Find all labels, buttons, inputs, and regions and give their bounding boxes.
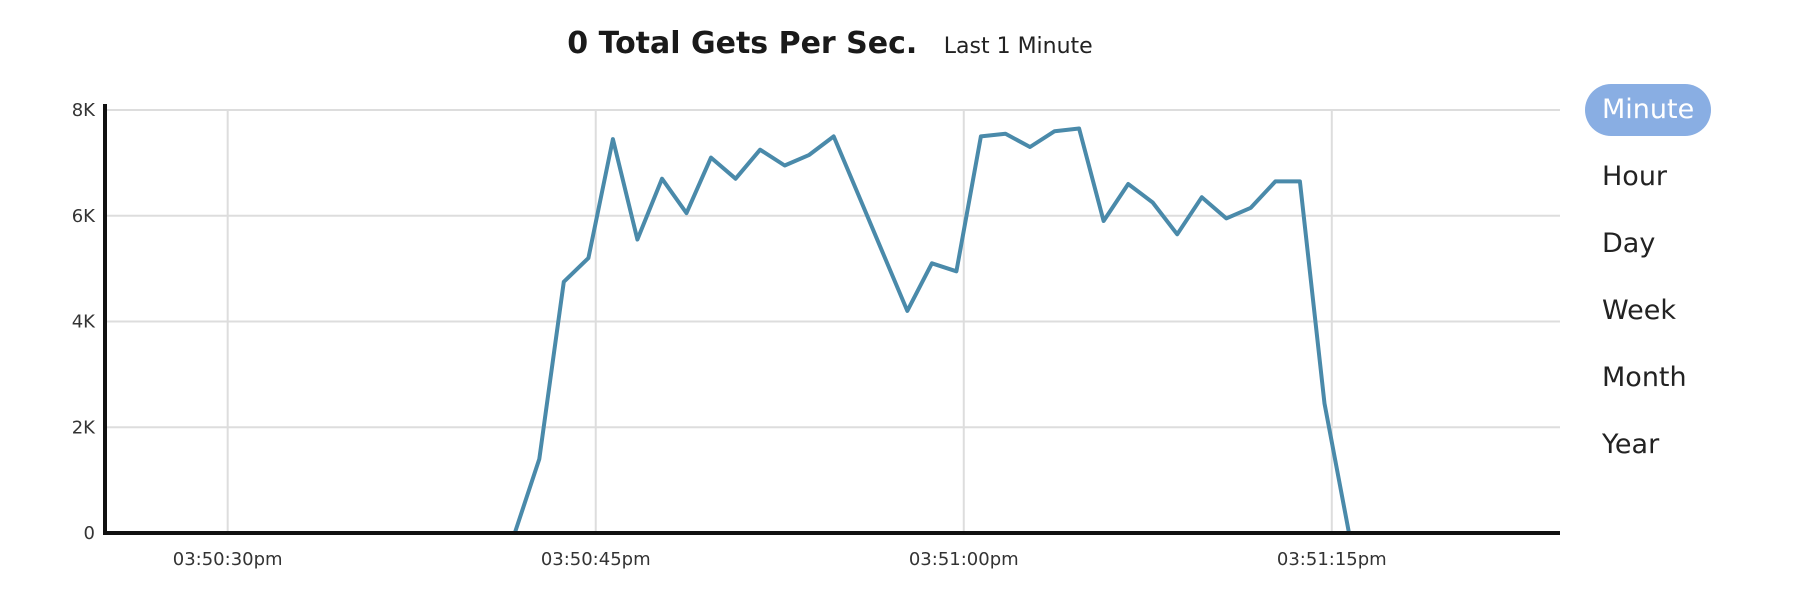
y-tick-label: 6K xyxy=(72,206,96,227)
x-tick-label: 03:50:30pm xyxy=(173,549,283,570)
line-chart: 0 2K 4K 6K 8K 03:50:30pm 03:50:45pm 03:51:00pm 0… xyxy=(72,100,1560,570)
time-range-selector: Minute Hour Day Week Month Year xyxy=(1585,84,1765,486)
x-tick-label: 03:51:15pm xyxy=(1277,549,1387,570)
x-tick-label: 03:51:00pm xyxy=(909,549,1019,570)
range-button-day[interactable]: Day xyxy=(1602,228,1656,259)
range-button-week[interactable]: Week xyxy=(1602,295,1676,326)
y-tick-label: 0 xyxy=(84,523,95,544)
y-tick-label: 4K xyxy=(72,312,96,333)
x-tick-label: 03:50:45pm xyxy=(541,549,651,570)
series-line-0 xyxy=(103,126,1560,535)
y-tick-label: 8K xyxy=(72,100,96,121)
chart-header: 0 Total Gets Per Sec. Last 1 Minute xyxy=(0,26,1660,61)
chart-title: 0 Total Gets Per Sec. xyxy=(567,26,918,61)
range-button-hour[interactable]: Hour xyxy=(1602,161,1668,192)
chart-subtitle: Last 1 Minute xyxy=(943,34,1093,59)
range-button-year[interactable]: Year xyxy=(1602,429,1660,460)
y-tick-label: 2K xyxy=(72,417,96,438)
range-button-minute[interactable]: Minute xyxy=(1585,84,1712,136)
range-button-month[interactable]: Month xyxy=(1602,362,1687,393)
